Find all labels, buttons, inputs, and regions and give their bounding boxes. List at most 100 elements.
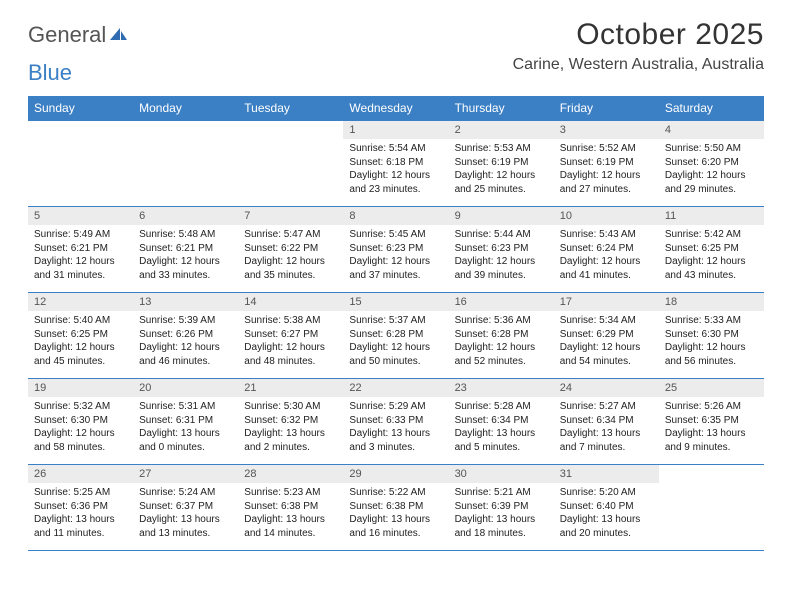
day-details: Sunrise: 5:31 AMSunset: 6:31 PMDaylight:… [133,397,238,459]
day-d1: Daylight: 12 hours [244,255,337,269]
day-details: Sunrise: 5:33 AMSunset: 6:30 PMDaylight:… [659,311,764,373]
col-tue: Tuesday [238,96,343,121]
day-sr: Sunrise: 5:26 AM [665,400,758,414]
col-wed: Wednesday [343,96,448,121]
day-ss: Sunset: 6:21 PM [139,242,232,256]
col-sat: Saturday [659,96,764,121]
day-sr: Sunrise: 5:25 AM [34,486,127,500]
day-sr: Sunrise: 5:45 AM [349,228,442,242]
calendar-week: 26Sunrise: 5:25 AMSunset: 6:36 PMDayligh… [28,465,764,551]
day-number: 1 [343,121,448,139]
day-number: 23 [449,379,554,397]
day-d2: and 33 minutes. [139,269,232,283]
day-ss: Sunset: 6:33 PM [349,414,442,428]
day-number-empty [659,465,764,483]
day-sr: Sunrise: 5:48 AM [139,228,232,242]
calendar-cell: 27Sunrise: 5:24 AMSunset: 6:37 PMDayligh… [133,465,238,551]
day-d1: Daylight: 12 hours [455,255,548,269]
day-number: 14 [238,293,343,311]
day-d2: and 46 minutes. [139,355,232,369]
calendar-cell: 17Sunrise: 5:34 AMSunset: 6:29 PMDayligh… [554,293,659,379]
day-sr: Sunrise: 5:32 AM [34,400,127,414]
day-details: Sunrise: 5:37 AMSunset: 6:28 PMDaylight:… [343,311,448,373]
day-details: Sunrise: 5:39 AMSunset: 6:26 PMDaylight:… [133,311,238,373]
day-details: Sunrise: 5:22 AMSunset: 6:38 PMDaylight:… [343,483,448,545]
calendar-cell: 5Sunrise: 5:49 AMSunset: 6:21 PMDaylight… [28,207,133,293]
day-sr: Sunrise: 5:39 AM [139,314,232,328]
day-ss: Sunset: 6:30 PM [665,328,758,342]
calendar-cell: 4Sunrise: 5:50 AMSunset: 6:20 PMDaylight… [659,121,764,207]
day-number: 19 [28,379,133,397]
day-sr: Sunrise: 5:53 AM [455,142,548,156]
day-sr: Sunrise: 5:36 AM [455,314,548,328]
calendar-cell: 19Sunrise: 5:32 AMSunset: 6:30 PMDayligh… [28,379,133,465]
day-details: Sunrise: 5:45 AMSunset: 6:23 PMDaylight:… [343,225,448,287]
calendar-cell [238,121,343,207]
calendar-cell: 6Sunrise: 5:48 AMSunset: 6:21 PMDaylight… [133,207,238,293]
calendar-table: Sunday Monday Tuesday Wednesday Thursday… [28,96,764,551]
day-d1: Daylight: 13 hours [560,427,653,441]
day-details: Sunrise: 5:49 AMSunset: 6:21 PMDaylight:… [28,225,133,287]
day-details: Sunrise: 5:29 AMSunset: 6:33 PMDaylight:… [343,397,448,459]
day-d2: and 13 minutes. [139,527,232,541]
day-ss: Sunset: 6:25 PM [665,242,758,256]
day-d1: Daylight: 12 hours [455,341,548,355]
calendar-cell: 9Sunrise: 5:44 AMSunset: 6:23 PMDaylight… [449,207,554,293]
day-sr: Sunrise: 5:50 AM [665,142,758,156]
day-d1: Daylight: 13 hours [244,513,337,527]
calendar-cell: 28Sunrise: 5:23 AMSunset: 6:38 PMDayligh… [238,465,343,551]
day-d2: and 25 minutes. [455,183,548,197]
day-d1: Daylight: 12 hours [560,169,653,183]
day-ss: Sunset: 6:18 PM [349,156,442,170]
day-details: Sunrise: 5:38 AMSunset: 6:27 PMDaylight:… [238,311,343,373]
day-details: Sunrise: 5:21 AMSunset: 6:39 PMDaylight:… [449,483,554,545]
day-d2: and 43 minutes. [665,269,758,283]
day-sr: Sunrise: 5:31 AM [139,400,232,414]
day-details: Sunrise: 5:27 AMSunset: 6:34 PMDaylight:… [554,397,659,459]
calendar-cell: 2Sunrise: 5:53 AMSunset: 6:19 PMDaylight… [449,121,554,207]
day-d1: Daylight: 12 hours [349,341,442,355]
day-details: Sunrise: 5:50 AMSunset: 6:20 PMDaylight:… [659,139,764,201]
day-details: Sunrise: 5:42 AMSunset: 6:25 PMDaylight:… [659,225,764,287]
day-sr: Sunrise: 5:42 AM [665,228,758,242]
day-d2: and 5 minutes. [455,441,548,455]
day-d1: Daylight: 13 hours [455,513,548,527]
day-ss: Sunset: 6:34 PM [455,414,548,428]
day-d2: and 50 minutes. [349,355,442,369]
day-ss: Sunset: 6:37 PM [139,500,232,514]
day-details: Sunrise: 5:52 AMSunset: 6:19 PMDaylight:… [554,139,659,201]
day-details: Sunrise: 5:26 AMSunset: 6:35 PMDaylight:… [659,397,764,459]
day-sr: Sunrise: 5:24 AM [139,486,232,500]
calendar-cell: 14Sunrise: 5:38 AMSunset: 6:27 PMDayligh… [238,293,343,379]
day-ss: Sunset: 6:29 PM [560,328,653,342]
day-number: 30 [449,465,554,483]
day-sr: Sunrise: 5:52 AM [560,142,653,156]
day-d2: and 0 minutes. [139,441,232,455]
day-d2: and 29 minutes. [665,183,758,197]
calendar-week: 5Sunrise: 5:49 AMSunset: 6:21 PMDaylight… [28,207,764,293]
day-ss: Sunset: 6:25 PM [34,328,127,342]
calendar-cell: 22Sunrise: 5:29 AMSunset: 6:33 PMDayligh… [343,379,448,465]
day-sr: Sunrise: 5:30 AM [244,400,337,414]
day-number-empty [28,121,133,139]
day-ss: Sunset: 6:30 PM [34,414,127,428]
day-d1: Daylight: 12 hours [244,341,337,355]
day-sr: Sunrise: 5:33 AM [665,314,758,328]
logo-word-1: General [28,22,106,48]
day-details: Sunrise: 5:20 AMSunset: 6:40 PMDaylight:… [554,483,659,545]
day-d2: and 9 minutes. [665,441,758,455]
day-sr: Sunrise: 5:29 AM [349,400,442,414]
day-d1: Daylight: 13 hours [349,427,442,441]
day-ss: Sunset: 6:19 PM [560,156,653,170]
day-d2: and 37 minutes. [349,269,442,283]
day-d2: and 14 minutes. [244,527,337,541]
calendar-cell: 8Sunrise: 5:45 AMSunset: 6:23 PMDaylight… [343,207,448,293]
day-d1: Daylight: 12 hours [665,255,758,269]
day-d2: and 11 minutes. [34,527,127,541]
day-details: Sunrise: 5:32 AMSunset: 6:30 PMDaylight:… [28,397,133,459]
day-sr: Sunrise: 5:34 AM [560,314,653,328]
day-details: Sunrise: 5:28 AMSunset: 6:34 PMDaylight:… [449,397,554,459]
logo: General [28,18,130,48]
calendar-cell: 1Sunrise: 5:54 AMSunset: 6:18 PMDaylight… [343,121,448,207]
calendar-cell: 29Sunrise: 5:22 AMSunset: 6:38 PMDayligh… [343,465,448,551]
